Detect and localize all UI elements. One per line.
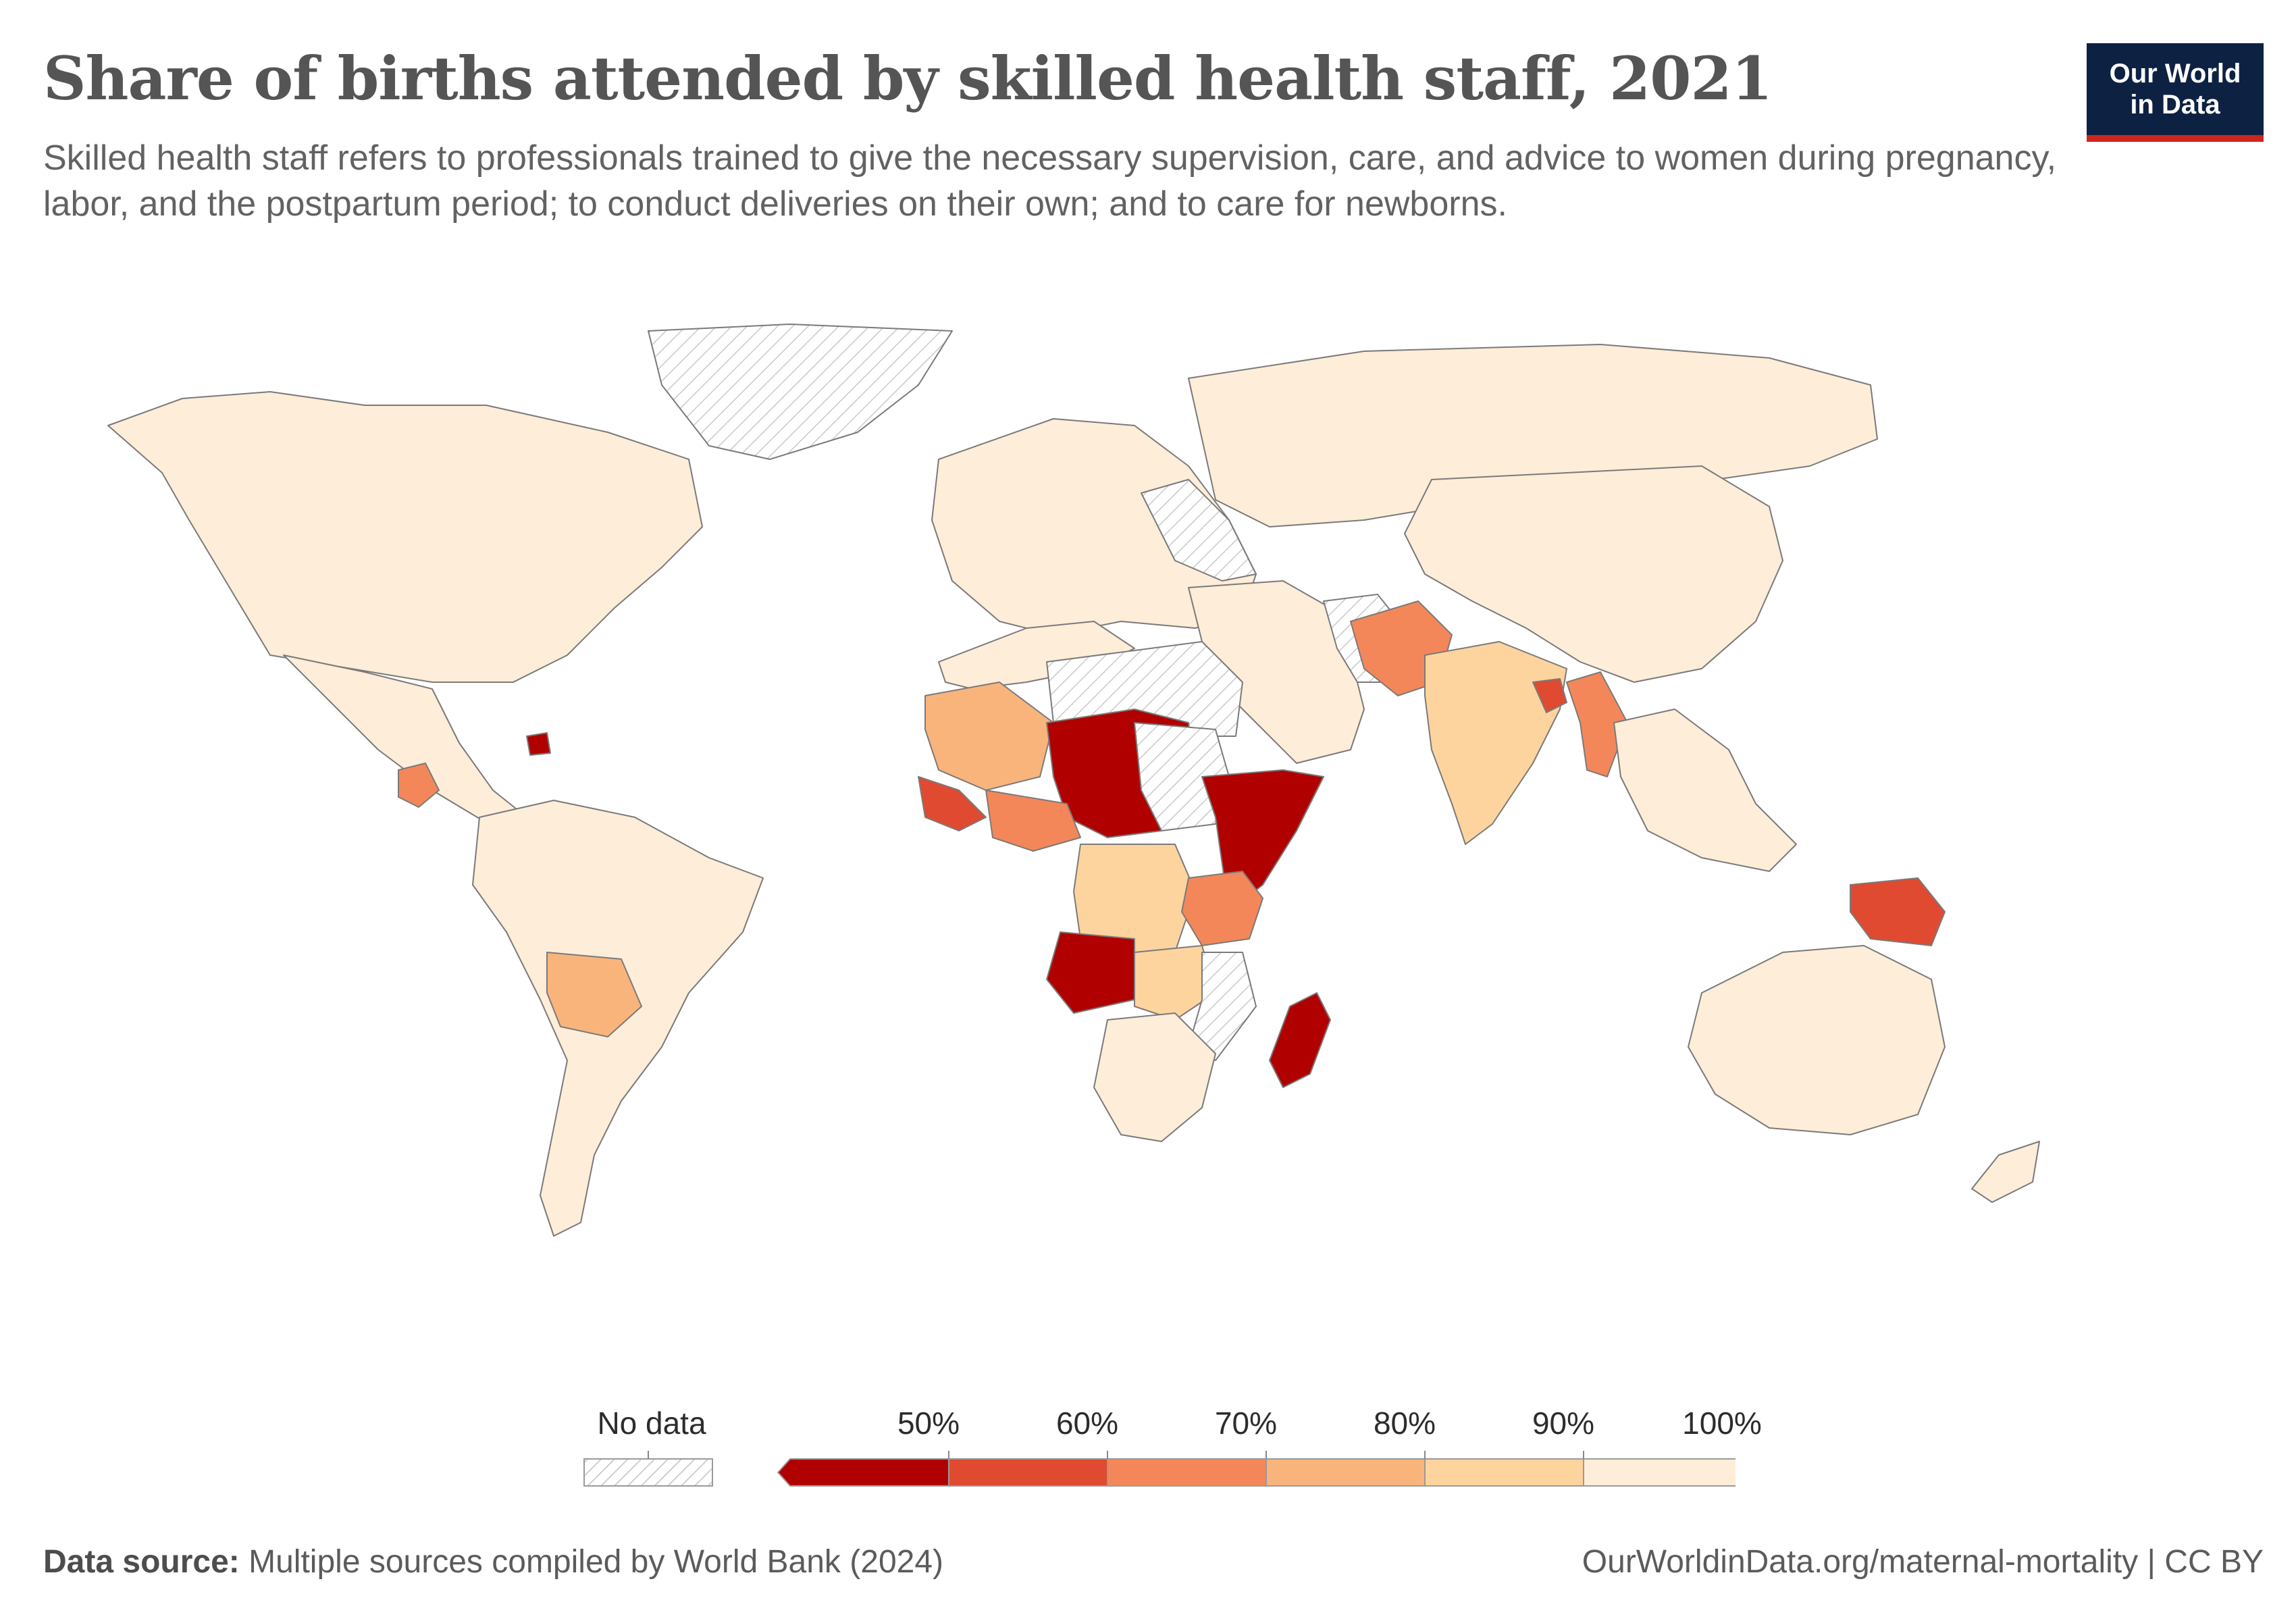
data-source: Data source: Multiple sources compiled b… [43, 1543, 943, 1580]
world-map [107, 324, 2040, 1237]
legend-no-data-label: No data [597, 1406, 706, 1441]
region-papua-new-guinea[interactable] [1850, 877, 1946, 946]
region-eastern-europe[interactable] [1141, 479, 1257, 582]
region-china[interactable] [1404, 465, 1783, 683]
region-bolivia[interactable] [546, 952, 642, 1037]
region-bangladesh[interactable] [1532, 678, 1567, 713]
logo-line-2: in Data [2130, 90, 2220, 120]
source-url-link[interactable]: OurWorldinData.org/maternal-mortality | … [1582, 1544, 2264, 1580]
legend-tick-label: 80% [1373, 1406, 1436, 1441]
chart-subtitle: Skilled health staff refers to professio… [43, 138, 2057, 224]
legend-tick-label: 100% [1682, 1406, 1762, 1441]
region-north-america[interactable] [107, 391, 703, 683]
color-legend [583, 1451, 1736, 1487]
region-russia[interactable] [1188, 344, 1878, 528]
legend-color-bins [777, 1451, 1736, 1487]
legend-tick-label: 70% [1214, 1406, 1278, 1441]
region-southern-africa[interactable] [1093, 1012, 1216, 1142]
region-tanzania[interactable] [1181, 871, 1263, 946]
data-source-label: Data source: [43, 1544, 240, 1580]
legend-bin-swatch[interactable] [1583, 1458, 1736, 1487]
region-angola[interactable] [1046, 931, 1135, 1014]
legend-tick-label: 50% [897, 1406, 960, 1441]
region-mozambique[interactable] [1188, 952, 1257, 1061]
region-myanmar[interactable] [1566, 671, 1628, 777]
owid-logo[interactable]: Our World in Data [2087, 43, 2264, 142]
region-india[interactable] [1424, 641, 1567, 845]
region-new-zealand[interactable] [1971, 1141, 2040, 1203]
region-madagascar[interactable] [1269, 992, 1331, 1088]
legend-bin-swatch[interactable] [1266, 1458, 1426, 1487]
region-zambia[interactable] [1134, 945, 1216, 1021]
legend-bin-swatch[interactable] [1424, 1458, 1584, 1487]
data-source-text: Multiple sources compiled by World Bank … [249, 1544, 944, 1580]
legend-tick-label: 90% [1532, 1406, 1595, 1441]
region-guatemala[interactable] [398, 763, 440, 808]
legend-no-data-swatch[interactable] [583, 1458, 713, 1487]
region-cameroon[interactable] [985, 790, 1081, 852]
legend-bin-swatch[interactable] [777, 1458, 949, 1487]
region-haiti[interactable] [526, 732, 551, 756]
region-greenland[interactable] [648, 324, 953, 460]
legend-tick-label: 60% [1055, 1406, 1119, 1441]
region-southeast-asia[interactable] [1613, 709, 1797, 872]
region-west-africa-coast[interactable] [918, 776, 987, 831]
logo-line-1: Our World [2109, 59, 2241, 88]
region-mauritania-mali[interactable] [924, 681, 1054, 791]
region-sudan[interactable] [1134, 722, 1230, 831]
legend-bin-swatch[interactable] [948, 1458, 1108, 1487]
legend-bin-swatch[interactable] [1107, 1458, 1267, 1487]
region-australia[interactable] [1688, 945, 1946, 1135]
chart-title: Share of births attended by skilled heal… [43, 43, 1773, 113]
